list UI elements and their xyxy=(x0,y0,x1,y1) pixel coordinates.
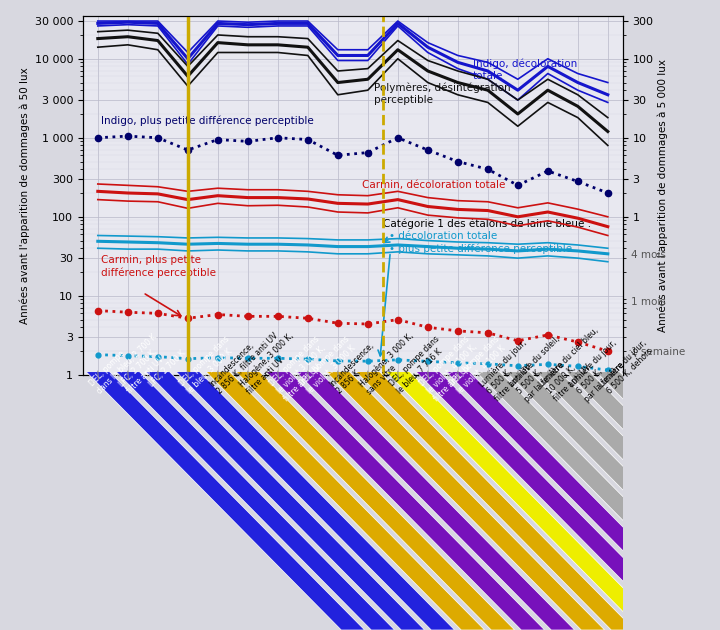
Text: Catégorie 1 des étalons de laine bleue :: Catégorie 1 des étalons de laine bleue : xyxy=(383,218,591,229)
Polygon shape xyxy=(116,372,395,630)
Text: Incandescence,
2 856 K, filtre anti UV: Incandescence, 2 856 K, filtre anti UV xyxy=(207,324,279,396)
Text: DEL, pompe dans
le violet, 3 000 K: DEL, pompe dans le violet, 3 000 K xyxy=(297,335,359,396)
Text: Lumière du jour,
6 500 K,
filtre anti UV: Lumière du jour, 6 500 K, filtre anti UV xyxy=(477,338,544,403)
Polygon shape xyxy=(506,372,720,630)
Polygon shape xyxy=(446,372,720,630)
Polygon shape xyxy=(266,372,544,630)
Y-axis label: Années avant l'apparition de dommages à 5 000 lux: Années avant l'apparition de dommages à … xyxy=(657,59,668,332)
Text: Lumière du jour,
6 500 K, dehors: Lumière du jour, 6 500 K, dehors xyxy=(598,338,656,396)
Text: Polymères, désintégration
perceptible: Polymères, désintégration perceptible xyxy=(374,83,510,105)
Text: Carmin, plus petite
différence perceptible: Carmin, plus petite différence perceptib… xyxy=(101,255,216,278)
Text: Halogène, 3 000 K,
sans vitre: Halogène, 3 000 K, sans vitre xyxy=(358,331,423,396)
Polygon shape xyxy=(416,372,695,630)
Polygon shape xyxy=(236,372,515,630)
Text: DEL, pompe dans
le violet 3 000 K,
filtre anti UV: DEL, pompe dans le violet 3 000 K, filtr… xyxy=(268,335,336,403)
Text: DEL, pompe dans
le violet, 4 100 K,
filtre anti UV: DEL, pompe dans le violet, 4 100 K, filt… xyxy=(418,335,486,403)
Polygon shape xyxy=(176,372,454,630)
Polygon shape xyxy=(356,372,634,630)
Text: Indigo, plus petite différence perceptible: Indigo, plus petite différence perceptib… xyxy=(101,115,313,126)
Polygon shape xyxy=(476,372,720,630)
Text: Lumière du ciel bleu,
10 000 K,
filtre anti UV: Lumière du ciel bleu, 10 000 K, filtre a… xyxy=(538,325,616,403)
Text: Lumière du soleil,
5 500 K,
par la fenêtre: Lumière du soleil, 5 500 K, par la fenêt… xyxy=(508,334,577,404)
Polygon shape xyxy=(86,372,364,630)
Text: DEL, pompe dans
le bleu, 3 000 K: DEL, pompe dans le bleu, 3 000 K xyxy=(178,335,238,396)
Y-axis label: Années avant l'apparition de dommages à 50 lux: Années avant l'apparition de dommages à … xyxy=(20,67,30,324)
Text: Indigo, décoloration
totale: Indigo, décoloration totale xyxy=(473,59,577,81)
Text: Incandescence,
2 856 K: Incandescence, 2 856 K xyxy=(328,340,383,396)
Polygon shape xyxy=(296,372,575,630)
Text: 1 mois: 1 mois xyxy=(631,297,666,307)
Text: DEL, pompe
dans le bleu, 2 700 K: DEL, pompe dans le bleu, 2 700 K xyxy=(88,325,158,396)
Text: Carmin, décoloration totale: Carmin, décoloration totale xyxy=(362,180,505,190)
Text: • décoloration totale: • décoloration totale xyxy=(389,231,497,241)
Polygon shape xyxy=(566,372,720,630)
Text: Lumière du jour,
6 500 K,
par la fenêtre: Lumière du jour, 6 500 K, par la fenêtre xyxy=(567,338,634,404)
Polygon shape xyxy=(536,372,720,630)
Text: • plus petite différence perceptible: • plus petite différence perceptible xyxy=(389,243,572,254)
Text: 1 semaine: 1 semaine xyxy=(631,347,685,357)
Polygon shape xyxy=(386,372,665,630)
Text: DEL, pompe dans
le bleu, 7 716 K: DEL, pompe dans le bleu, 7 716 K xyxy=(387,335,449,396)
Polygon shape xyxy=(596,372,720,630)
Polygon shape xyxy=(326,372,605,630)
Polygon shape xyxy=(206,372,485,630)
Polygon shape xyxy=(146,372,425,630)
Text: DEL, pompe dans
le violet, 4 100 K: DEL, pompe dans le violet, 4 100 K xyxy=(448,335,508,396)
Text: Halogène, 3 000 K,
filtre anti UV: Halogène, 3 000 K, filtre anti UV xyxy=(238,331,303,396)
Text: LFC, 2 700 K: LFC, 2 700 K xyxy=(148,348,188,389)
Text: 4 mois: 4 mois xyxy=(631,249,666,260)
Text: LFC, 2 700 K,
filtre anti UV: LFC, 2 700 K, filtre anti UV xyxy=(117,346,167,396)
